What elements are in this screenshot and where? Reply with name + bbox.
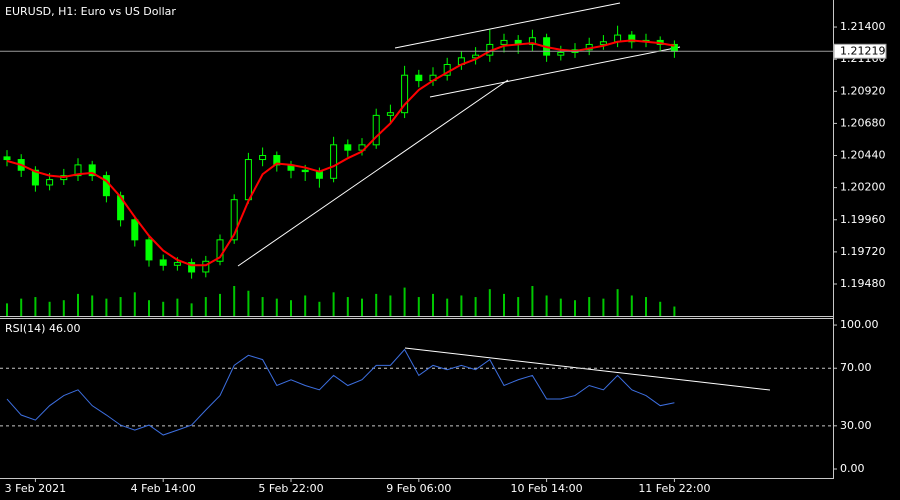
y-tick-label: 100.00 [840, 318, 879, 331]
candle-body [74, 164, 82, 177]
y-tick-label: 0.00 [840, 462, 865, 475]
trendline [394, 2, 621, 49]
candle-body [599, 41, 607, 45]
x-tick-label: 4 Feb 14:00 [131, 482, 196, 495]
current-price-box [833, 43, 887, 59]
candle-body [46, 179, 54, 186]
candle-body [344, 144, 352, 151]
candle-body [372, 114, 380, 146]
candle-body [330, 144, 338, 179]
candle-body [273, 155, 281, 166]
trendline [237, 79, 509, 267]
candle-body [415, 74, 423, 82]
candle-body [557, 51, 565, 56]
y-tick-label: 70.00 [840, 361, 872, 374]
x-tick-label: 9 Feb 06:00 [386, 482, 451, 495]
trendline [404, 347, 771, 391]
candle-body [230, 199, 238, 241]
candle-body [244, 159, 252, 201]
candle-body [301, 169, 309, 173]
candle-body [3, 156, 11, 161]
candle-body [259, 155, 267, 161]
candle-body [202, 260, 210, 273]
candle-body [173, 262, 181, 266]
x-tick-label: 5 Feb 22:00 [258, 482, 323, 495]
rsi-line [6, 348, 675, 436]
chart-title: EURUSD, H1: Euro vs US Dollar [5, 5, 176, 18]
candle-body [88, 164, 96, 177]
current-price-label: 1.21219 [840, 44, 886, 57]
candle-body [386, 112, 394, 116]
indicator-title: RSI(14) 46.00 [5, 322, 80, 335]
y-tick-label: 1.20920 [840, 84, 886, 97]
y-tick-label: 1.20200 [840, 181, 886, 194]
candle-body [131, 219, 139, 241]
y-tick-label: 1.19960 [840, 213, 886, 226]
y-tick-label: 1.19480 [840, 277, 886, 290]
y-tick-label: 1.20680 [840, 116, 886, 129]
candle-body [628, 34, 636, 43]
candle-body [102, 175, 110, 197]
y-tick-label: 30.00 [840, 419, 872, 432]
y-tick-label: 1.19720 [840, 245, 886, 258]
x-tick-label: 3 Feb 2021 [5, 482, 66, 495]
candle-body [528, 37, 536, 45]
moving-average [6, 39, 675, 267]
y-tick-label: 1.21400 [840, 20, 886, 33]
trendline [429, 46, 681, 98]
candle-body [31, 169, 39, 186]
x-tick-label: 11 Feb 22:00 [638, 482, 710, 495]
candle-body [188, 262, 196, 273]
candle-body [145, 239, 153, 261]
x-tick-label: 10 Feb 14:00 [511, 482, 583, 495]
candle-body [500, 39, 508, 45]
candle-body [159, 259, 167, 266]
y-tick-label: 1.20440 [840, 149, 886, 162]
candle-body [401, 74, 409, 114]
